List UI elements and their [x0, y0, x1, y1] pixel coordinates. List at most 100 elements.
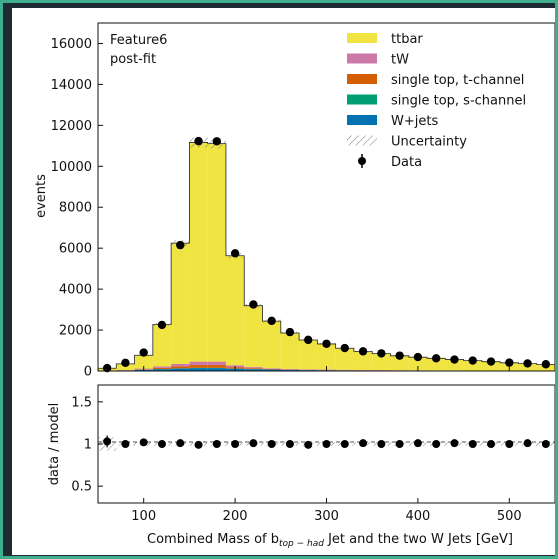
data-point-24: [541, 360, 551, 369]
data-point-4: [176, 240, 185, 250]
bar-w-jets-6: [207, 368, 226, 371]
legend-label-2: single top, t-channel: [391, 73, 524, 88]
ratio-point-11: [304, 440, 313, 449]
bar-single-top-t-channel-4: [171, 366, 190, 369]
bar-ttbar-13: [335, 348, 354, 370]
bar-ttbar-5: [189, 142, 208, 362]
ratio-point-4: [176, 439, 185, 448]
y-axis-ticks: 0 2000 4000 6000 8000 10000 12000 14000 16000: [51, 37, 103, 380]
ratio-point-1: [121, 440, 130, 448]
bar-ttbar-9: [262, 321, 281, 369]
x-tick-label-1: 200: [223, 509, 248, 524]
data-point-11: [304, 335, 313, 345]
legend-swatch-2: [347, 74, 377, 84]
bar-single-top-t-channel-6: [207, 365, 226, 368]
bar-w-jets-4: [171, 368, 190, 371]
data-point-12: [322, 339, 331, 348]
bar-w-jets-10: [280, 369, 300, 371]
data-point-15: [377, 349, 386, 358]
y-tick-label-0: 0: [84, 365, 92, 380]
data-points: [102, 136, 551, 373]
ratio-point-6: [212, 440, 221, 448]
bar-w-jets-8: [244, 369, 263, 371]
ratio-y-ticks: 0.5 1 1.5: [71, 395, 103, 495]
bar-ttbar-21: [481, 361, 501, 371]
ratio-point-14: [359, 439, 368, 448]
ratio-point-22: [505, 440, 514, 448]
ratio-point-2: [139, 438, 148, 447]
y-tick-label-3: 6000: [59, 242, 92, 257]
ratio-point-13: [340, 440, 349, 448]
data-point-1: [121, 358, 130, 368]
bar-ttbar-16: [390, 355, 409, 371]
x-axis-label-subscript: top − had: [279, 539, 324, 549]
ratio-y-tick-label-0: 0.5: [71, 480, 92, 495]
data-point-22: [505, 358, 514, 367]
data-point-13: [340, 343, 349, 353]
bar-ttbar-3: [152, 324, 172, 367]
legend-label-uncertainty: Uncertainty: [391, 135, 467, 150]
legend-swatch-0: [347, 33, 377, 43]
y-tick-label-2: 4000: [59, 283, 92, 298]
bar-ttbar-17: [408, 357, 428, 371]
legend-label-3: single top, s-channel: [391, 94, 526, 109]
bar-tw-4: [171, 363, 190, 367]
ratio-point-7: [231, 440, 240, 448]
y-tick-label-4: 8000: [59, 201, 92, 216]
bar-ttbar-12: [317, 343, 336, 370]
x-axis-label: Combined Mass of btop − had Jet and the …: [147, 532, 513, 549]
legend: ttbar tW single top, t-channel single top, …: [347, 32, 526, 170]
data-point-3: [157, 320, 167, 330]
annotation-line-1: Feature6: [110, 33, 167, 48]
x-axis-label-tail: Jet and the two W Jets [GeV]: [324, 532, 513, 547]
data-point-20: [468, 356, 477, 365]
bar-ttbar-15: [372, 353, 391, 371]
bar-single-top-t-channel-5: [189, 365, 208, 368]
x-tick-label-0: 100: [131, 509, 156, 524]
ratio-points: [103, 435, 550, 449]
ratio-point-21: [487, 440, 496, 448]
bar-w-jets-5: [189, 368, 208, 371]
bar-ttbar-8: [244, 305, 263, 368]
ratio-point-19: [450, 439, 459, 448]
legend-swatch-3: [347, 94, 377, 105]
ratio-y-axis-label: data / model: [47, 403, 62, 485]
data-point-0: [102, 363, 112, 373]
ratio-point-15: [377, 440, 386, 448]
ratio-y-tick-label-1: 1: [84, 438, 92, 453]
data-point-23: [523, 359, 532, 368]
data-point-21: [486, 357, 496, 366]
data-point-7: [230, 249, 240, 258]
ratio-point-3: [157, 440, 166, 448]
legend-label-data: Data: [391, 155, 422, 170]
legend-swatch-4: [347, 115, 377, 125]
ratio-point-9: [267, 440, 276, 448]
bar-ttbar-4: [171, 243, 190, 364]
data-point-19: [450, 355, 459, 364]
y-tick-label-6: 12000: [51, 119, 92, 134]
main-panel: 0 2000 4000 6000 8000 10000 12000 14000 16000 Fe…: [34, 22, 556, 380]
legend-label-0: ttbar: [391, 32, 423, 47]
legend-label-1: tW: [391, 53, 409, 68]
ratio-y-tick-label-2: 1.5: [71, 395, 92, 410]
data-point-18: [431, 354, 441, 363]
bar-ttbar-7: [225, 255, 245, 366]
ratio-panel: 0.5 1 1.5 100 200 300 400 500 data / model Com…: [47, 384, 556, 549]
bar-tw-10: [280, 368, 300, 370]
data-point-14: [358, 347, 368, 356]
bar-tw-8: [244, 367, 263, 369]
bar-ttbar-20: [463, 360, 482, 371]
ratio-point-18: [432, 440, 441, 448]
bar-w-jets-3: [152, 369, 172, 371]
x-tick-label-4: 500: [497, 509, 522, 524]
bar-tw-9: [262, 368, 281, 369]
ratio-point-24: [541, 440, 550, 448]
data-point-6: [212, 137, 222, 146]
bar-ttbar-2: [134, 355, 153, 369]
ratio-point-20: [468, 440, 477, 448]
y-tick-label-5: 10000: [51, 160, 92, 175]
ratio-point-23: [523, 439, 532, 448]
x-axis-label-main: Combined Mass of b: [147, 532, 279, 547]
bar-ttbar-10: [280, 333, 300, 369]
data-point-10: [285, 327, 295, 337]
